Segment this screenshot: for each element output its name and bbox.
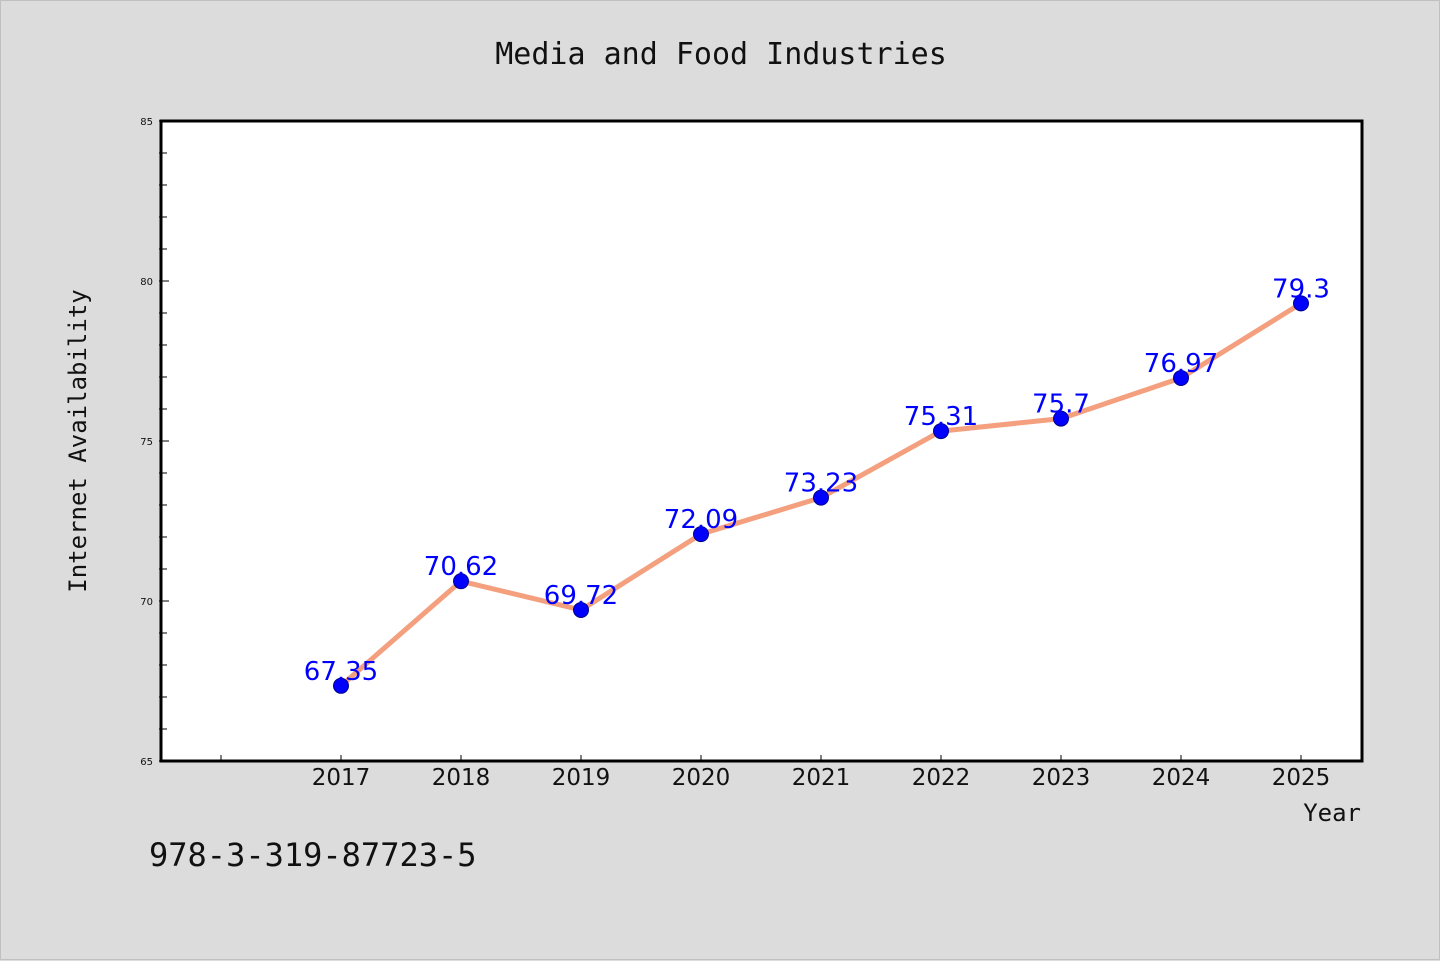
data-label: 69.72 (544, 581, 618, 611)
x-tick-label: 2017 (312, 765, 371, 791)
data-point (1053, 410, 1069, 427)
y-tick-label: 85 (140, 117, 153, 128)
plot-area (159, 119, 1364, 763)
data-label: 75.31 (904, 402, 978, 432)
data-label: 72.09 (664, 505, 738, 535)
data-label: 76.97 (1144, 349, 1218, 379)
x-tick-label: 2023 (1032, 765, 1091, 791)
data-label: 79.3 (1272, 274, 1330, 304)
y-tick-label: 70 (140, 597, 153, 608)
x-tick-label: 2018 (432, 765, 491, 791)
x-axis: 2017 2018 2019 2020 2021 2022 2023 2024 2025 (220, 755, 1331, 791)
data-label: 70.62 (424, 552, 498, 582)
data-point (693, 526, 709, 543)
y-tick-label: 65 (140, 757, 153, 768)
series-group: 67.35 70.62 69.72 72.09 73.23 75.31 75.7 76.97 7… (304, 274, 1330, 694)
data-point (1293, 295, 1309, 312)
data-label: 67.35 (304, 657, 378, 687)
x-tick-label: 2022 (912, 765, 971, 791)
y-axis: 65 70 75 80 85 (140, 117, 169, 768)
x-tick-label: 2020 (672, 765, 731, 791)
data-point (333, 677, 349, 694)
data-point (573, 601, 589, 618)
x-tick-label: 2025 (1272, 765, 1331, 791)
data-label: 75.7 (1032, 390, 1090, 420)
y-axis-title: Internet Availability (64, 289, 92, 592)
isbn-text: 978-3-319-87723-5 (149, 836, 477, 874)
x-tick-label: 2021 (792, 765, 851, 791)
data-point (933, 423, 949, 440)
data-point (813, 489, 829, 506)
x-axis-title: Year (1303, 799, 1361, 827)
x-tick-label: 2019 (552, 765, 611, 791)
chart-title: Media and Food Industries (495, 37, 947, 72)
y-tick-label: 75 (140, 437, 153, 448)
y-tick-label: 80 (140, 277, 153, 288)
data-label: 73.23 (784, 469, 858, 499)
x-tick-label: 2024 (1152, 765, 1211, 791)
data-point (453, 573, 469, 590)
data-point (1173, 369, 1189, 386)
